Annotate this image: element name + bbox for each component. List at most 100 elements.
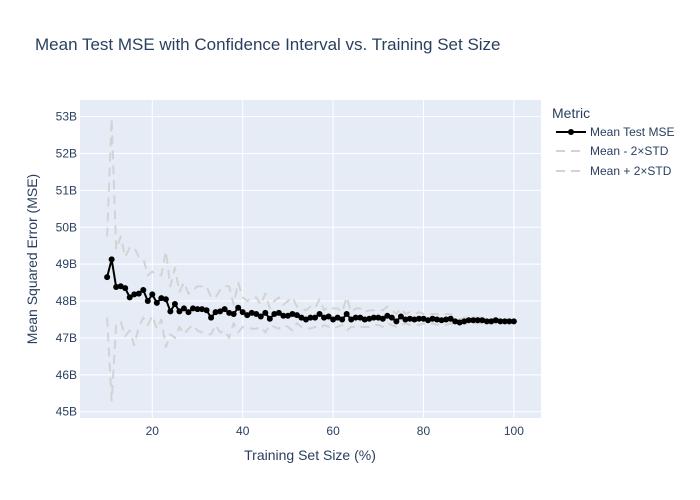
- data-point-mean-test-mse[interactable]: [113, 284, 120, 291]
- data-point-mean-test-mse[interactable]: [465, 317, 472, 324]
- data-point-mean-test-mse[interactable]: [257, 313, 264, 320]
- x-tick-label: 20: [146, 424, 160, 438]
- y-tick-label: 46B: [56, 368, 77, 382]
- data-point-mean-test-mse[interactable]: [429, 315, 436, 322]
- data-point-mean-test-mse[interactable]: [456, 319, 463, 326]
- data-point-mean-test-mse[interactable]: [497, 318, 504, 325]
- data-point-mean-test-mse[interactable]: [171, 301, 178, 308]
- data-point-mean-test-mse[interactable]: [321, 314, 328, 321]
- data-point-mean-test-mse[interactable]: [379, 315, 386, 322]
- data-point-mean-test-mse[interactable]: [122, 285, 129, 292]
- data-point-mean-test-mse[interactable]: [425, 317, 432, 324]
- data-point-mean-test-mse[interactable]: [361, 316, 368, 323]
- data-point-mean-test-mse[interactable]: [510, 318, 517, 325]
- data-point-mean-test-mse[interactable]: [221, 306, 228, 313]
- data-point-mean-test-mse[interactable]: [230, 310, 237, 317]
- data-point-mean-test-mse[interactable]: [312, 314, 319, 321]
- data-point-mean-test-mse[interactable]: [438, 317, 445, 324]
- data-point-mean-test-mse[interactable]: [293, 312, 300, 319]
- data-point-mean-test-mse[interactable]: [483, 318, 490, 325]
- data-point-mean-test-mse[interactable]: [176, 308, 183, 315]
- data-point-mean-test-mse[interactable]: [126, 294, 133, 301]
- data-point-mean-test-mse[interactable]: [140, 286, 147, 293]
- data-point-mean-test-mse[interactable]: [406, 315, 413, 322]
- legend-label-mean: Mean Test MSE: [590, 125, 674, 139]
- data-point-mean-test-mse[interactable]: [357, 314, 364, 321]
- data-point-mean-test-mse[interactable]: [108, 256, 115, 263]
- data-point-mean-test-mse[interactable]: [316, 310, 323, 317]
- data-point-mean-test-mse[interactable]: [203, 307, 210, 314]
- data-point-mean-test-mse[interactable]: [271, 310, 278, 317]
- legend-item-mean-test-mse[interactable]: Mean Test MSE: [556, 125, 674, 139]
- data-point-mean-test-mse[interactable]: [104, 274, 111, 281]
- data-point-mean-test-mse[interactable]: [284, 312, 291, 319]
- data-point-mean-test-mse[interactable]: [280, 312, 287, 319]
- data-point-mean-test-mse[interactable]: [474, 317, 481, 324]
- data-point-mean-test-mse[interactable]: [506, 318, 513, 325]
- data-point-mean-test-mse[interactable]: [452, 318, 459, 325]
- data-point-mean-test-mse[interactable]: [384, 312, 391, 319]
- data-point-mean-test-mse[interactable]: [208, 314, 215, 321]
- data-point-mean-test-mse[interactable]: [199, 306, 206, 313]
- data-point-mean-test-mse[interactable]: [239, 309, 246, 316]
- data-point-mean-test-mse[interactable]: [189, 305, 196, 312]
- data-point-mean-test-mse[interactable]: [275, 309, 282, 316]
- data-point-mean-test-mse[interactable]: [325, 313, 332, 320]
- data-point-mean-test-mse[interactable]: [266, 315, 273, 322]
- data-point-mean-test-mse[interactable]: [253, 310, 260, 317]
- data-point-mean-test-mse[interactable]: [153, 299, 160, 306]
- legend-item-mean-plus-2std[interactable]: Mean + 2×STD: [556, 164, 672, 178]
- data-point-mean-test-mse[interactable]: [235, 304, 242, 311]
- y-tick-label: 49B: [56, 257, 77, 271]
- data-point-mean-test-mse[interactable]: [180, 305, 187, 312]
- data-point-mean-test-mse[interactable]: [370, 314, 377, 321]
- data-point-mean-test-mse[interactable]: [298, 314, 305, 321]
- data-point-mean-test-mse[interactable]: [488, 318, 495, 325]
- data-point-mean-test-mse[interactable]: [334, 314, 341, 321]
- data-point-mean-test-mse[interactable]: [135, 290, 142, 297]
- data-point-mean-test-mse[interactable]: [217, 308, 224, 315]
- data-point-mean-test-mse[interactable]: [397, 313, 404, 320]
- data-point-mean-test-mse[interactable]: [226, 309, 233, 316]
- data-point-mean-test-mse[interactable]: [343, 310, 350, 317]
- data-point-mean-test-mse[interactable]: [393, 318, 400, 325]
- data-point-mean-test-mse[interactable]: [158, 295, 165, 302]
- data-point-mean-test-mse[interactable]: [479, 317, 486, 324]
- data-point-mean-test-mse[interactable]: [447, 315, 454, 322]
- data-point-mean-test-mse[interactable]: [117, 283, 124, 290]
- data-point-mean-test-mse[interactable]: [302, 316, 309, 323]
- data-point-mean-test-mse[interactable]: [411, 316, 418, 323]
- legend-label-upper: Mean + 2×STD: [590, 164, 672, 178]
- data-point-mean-test-mse[interactable]: [167, 308, 174, 315]
- data-point-mean-test-mse[interactable]: [244, 312, 251, 319]
- data-point-mean-test-mse[interactable]: [352, 314, 359, 321]
- data-point-mean-test-mse[interactable]: [248, 309, 255, 316]
- data-point-mean-test-mse[interactable]: [470, 317, 477, 324]
- data-point-mean-test-mse[interactable]: [434, 316, 441, 323]
- data-point-mean-test-mse[interactable]: [262, 309, 269, 316]
- data-point-mean-test-mse[interactable]: [307, 314, 314, 321]
- data-point-mean-test-mse[interactable]: [420, 315, 427, 322]
- data-point-mean-test-mse[interactable]: [212, 309, 219, 316]
- data-point-mean-test-mse[interactable]: [443, 316, 450, 323]
- data-point-mean-test-mse[interactable]: [492, 317, 499, 324]
- data-point-mean-test-mse[interactable]: [339, 316, 346, 323]
- data-point-mean-test-mse[interactable]: [388, 314, 395, 321]
- data-point-mean-test-mse[interactable]: [415, 315, 422, 322]
- data-point-mean-test-mse[interactable]: [375, 314, 382, 321]
- data-point-mean-test-mse[interactable]: [402, 316, 409, 323]
- data-point-mean-test-mse[interactable]: [501, 318, 508, 325]
- data-point-mean-test-mse[interactable]: [149, 291, 156, 298]
- data-point-mean-test-mse[interactable]: [194, 306, 201, 313]
- data-point-mean-test-mse[interactable]: [162, 296, 169, 303]
- data-point-mean-test-mse[interactable]: [348, 316, 355, 323]
- data-point-mean-test-mse[interactable]: [289, 310, 296, 317]
- data-point-mean-test-mse[interactable]: [131, 291, 138, 298]
- data-point-mean-test-mse[interactable]: [144, 298, 151, 305]
- legend-item-mean-minus-2std[interactable]: Mean - 2×STD: [556, 144, 669, 158]
- data-point-mean-test-mse[interactable]: [330, 316, 337, 323]
- data-point-mean-test-mse[interactable]: [461, 318, 468, 325]
- data-point-mean-test-mse[interactable]: [366, 315, 373, 322]
- data-point-mean-test-mse[interactable]: [185, 309, 192, 316]
